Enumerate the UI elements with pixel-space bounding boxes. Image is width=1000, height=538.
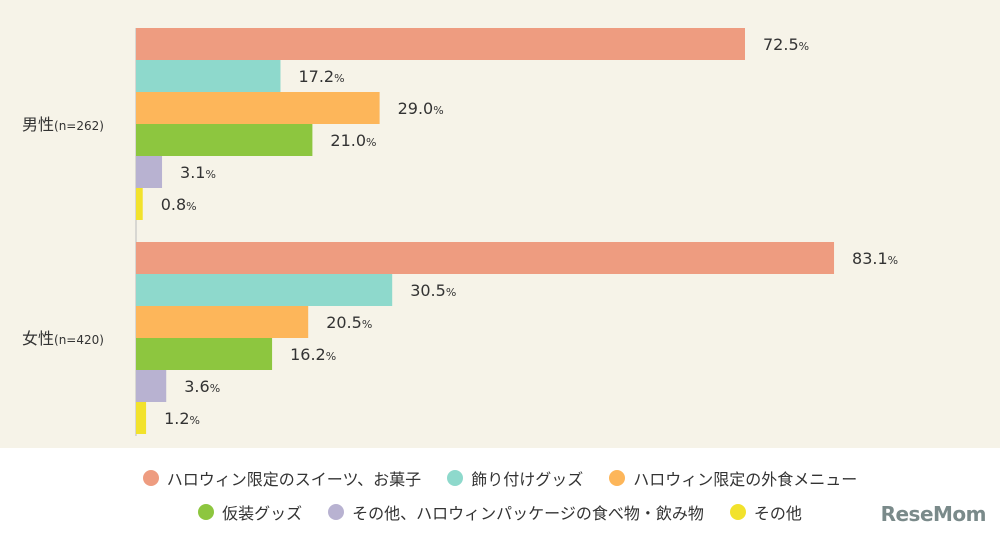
resemom-logo: ReseMom bbox=[880, 502, 987, 526]
bar bbox=[136, 60, 281, 92]
data-label: 29.0% bbox=[398, 99, 444, 118]
data-label: 72.5% bbox=[763, 35, 809, 54]
legend-swatch bbox=[198, 504, 215, 520]
bar-chart: 男性(n=262)72.5%17.2%29.0%21.0%3.1%0.8%女性(… bbox=[22, 28, 898, 436]
bar bbox=[136, 124, 313, 156]
legend-item: 仮装グッズ bbox=[198, 500, 302, 524]
chart-panel: 男性(n=262) 72.5% 17.2% 29.0% 21.0% 3.1% 0.8% 女性(… bbox=[0, 0, 1000, 448]
data-label: 30.5% bbox=[410, 281, 456, 300]
data-label: 17.2% bbox=[298, 67, 344, 86]
legend-item: ハロウィン限定の外食メニュー bbox=[609, 466, 857, 490]
legend: ハロウィン限定のスイーツ、お菓子 飾り付けグッズ ハロウィン限定の外食メニュー 仮装… bbox=[0, 456, 1000, 538]
legend-row: 仮装グッズ その他、ハロウィンパッケージの食べ物・飲み物 その他 bbox=[0, 500, 1000, 524]
legend-label: 飾り付けグッズ bbox=[471, 470, 584, 489]
data-label: 20.5% bbox=[326, 313, 372, 332]
category-label: 男性(n=262) bbox=[22, 115, 104, 134]
bar bbox=[136, 402, 147, 434]
data-label: 1.2% bbox=[164, 409, 200, 428]
bar bbox=[136, 370, 167, 402]
data-label: 3.1% bbox=[180, 163, 216, 182]
bar bbox=[136, 156, 163, 188]
category-label-sub: (n=262) bbox=[54, 119, 104, 133]
legend-swatch bbox=[447, 470, 464, 486]
legend-swatch bbox=[328, 504, 345, 520]
legend-swatch bbox=[729, 504, 746, 520]
legend-item: その他 bbox=[729, 500, 802, 524]
bar bbox=[136, 338, 273, 370]
bar bbox=[136, 306, 309, 338]
category-label-main: 女性 bbox=[22, 329, 54, 348]
data-label: 3.6% bbox=[184, 377, 220, 396]
legend-swatch bbox=[142, 470, 159, 486]
legend-label: ハロウィン限定の外食メニュー bbox=[633, 470, 858, 489]
data-label: 0.8% bbox=[161, 195, 197, 214]
legend-label: その他、ハロウィンパッケージの食べ物・飲み物 bbox=[352, 504, 704, 523]
legend-item: 飾り付けグッズ bbox=[447, 466, 583, 490]
bar bbox=[136, 188, 143, 220]
category-label-main: 男性 bbox=[22, 115, 54, 134]
legend-label: その他 bbox=[753, 504, 802, 523]
bar bbox=[136, 274, 393, 306]
category-label-sub: (n=420) bbox=[54, 333, 104, 347]
data-label: 16.2% bbox=[290, 345, 336, 364]
legend-item: ハロウィン限定のスイーツ、お菓子 bbox=[142, 466, 422, 490]
data-label: 83.1% bbox=[852, 249, 898, 268]
data-label: 21.0% bbox=[330, 131, 376, 150]
legend-label: 仮装グッズ bbox=[222, 504, 303, 523]
category-label: 女性(n=420) bbox=[22, 329, 104, 348]
legend-label: ハロウィン限定のスイーツ、お菓子 bbox=[166, 470, 422, 489]
legend-row: ハロウィン限定のスイーツ、お菓子 飾り付けグッズ ハロウィン限定の外食メニュー bbox=[0, 466, 1000, 490]
legend-swatch bbox=[609, 470, 626, 486]
bar bbox=[136, 92, 380, 124]
bar bbox=[136, 242, 835, 274]
legend-item: その他、ハロウィンパッケージの食べ物・飲み物 bbox=[328, 500, 704, 524]
bar bbox=[136, 28, 745, 60]
